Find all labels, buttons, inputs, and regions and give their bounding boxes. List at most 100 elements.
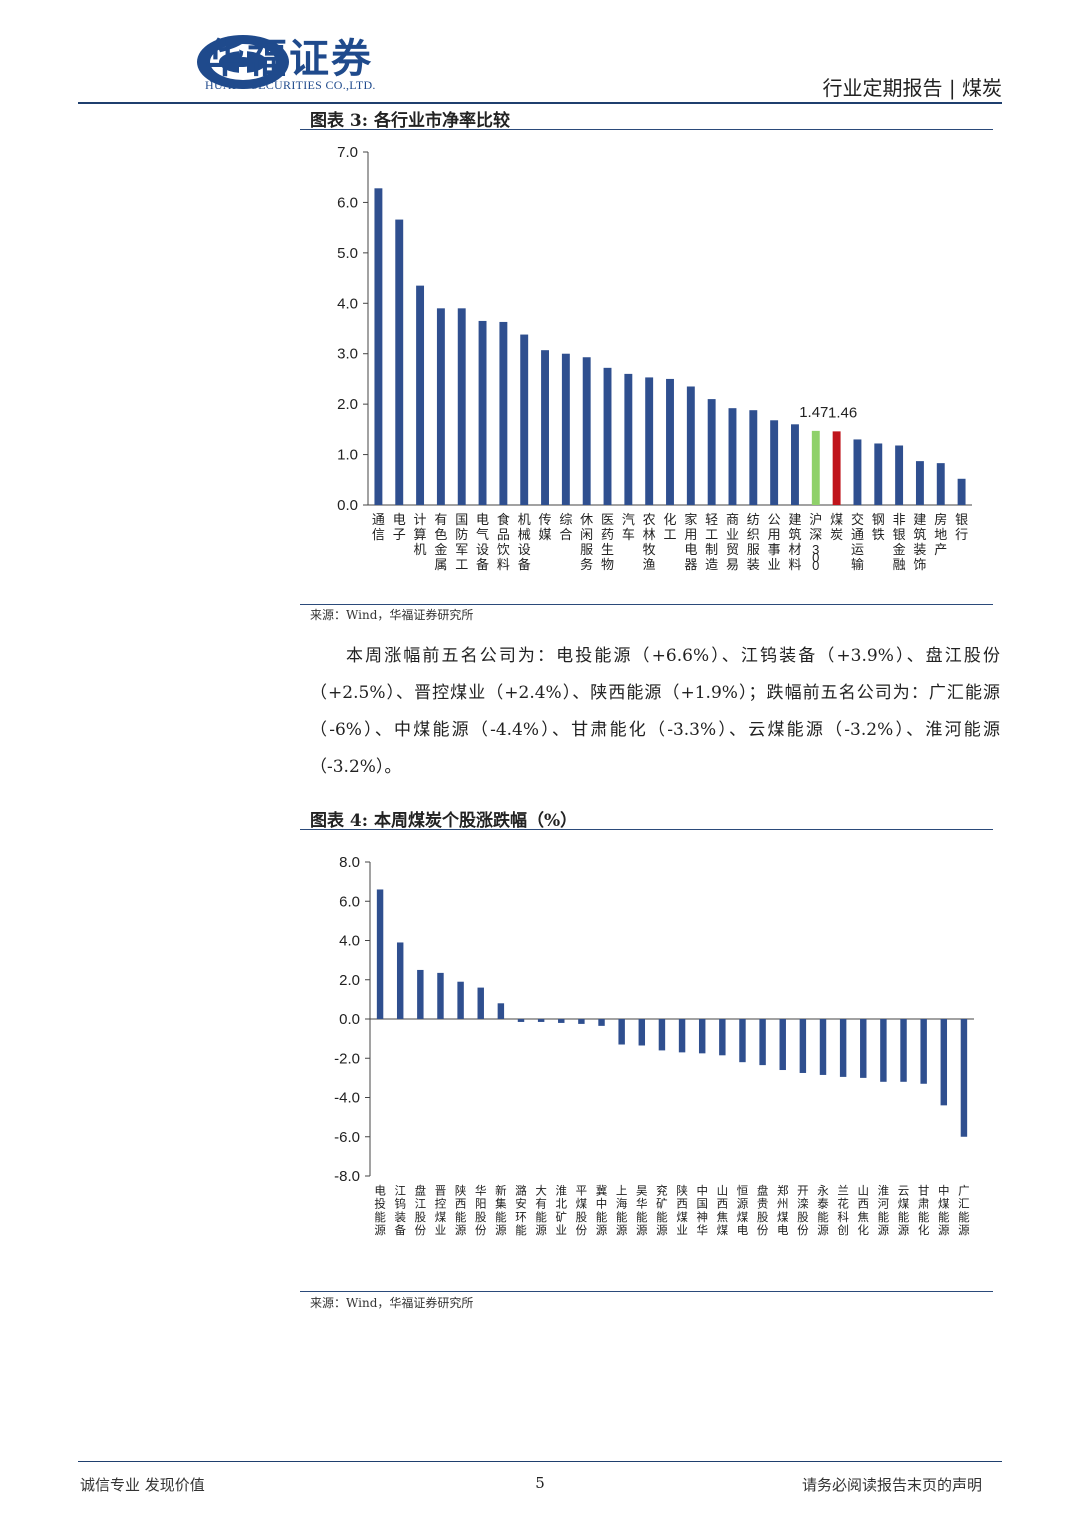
body-paragraph: 本周涨幅前五名公司为：电投能源（+6.6%）、江钨装备（+3.9%）、盘江股份（…: [310, 646, 1000, 777]
bar: [957, 478, 966, 505]
y-tick-label: 2.0: [339, 972, 360, 989]
figure3-top-rule: [300, 129, 993, 130]
stock-change-chart: -8.0-6.0-4.0-2.00.02.04.06.08.0电投能源江钨装备盘…: [334, 854, 974, 1238]
bar: [558, 1019, 565, 1023]
x-category-label: 华阳股份: [475, 1184, 487, 1238]
y-tick-label: -2.0: [334, 1050, 360, 1067]
x-category-label: 云煤能源: [898, 1186, 910, 1238]
page-number: 5: [535, 1474, 545, 1492]
bar: [520, 334, 529, 505]
x-category-label: 化工: [663, 512, 676, 542]
bar: [666, 378, 674, 505]
y-tick-label: 4.0: [339, 933, 360, 950]
x-category-label: 冀中能源: [596, 1184, 608, 1238]
x-category-label: 广汇能源: [958, 1185, 970, 1238]
x-category-label: 兖矿能源: [656, 1184, 668, 1238]
x-category-label: 昊华能源: [636, 1185, 648, 1238]
y-tick-label: 0.0: [337, 497, 358, 514]
x-category-label: 盘贵股份: [757, 1184, 769, 1238]
bar: [618, 1019, 625, 1045]
figure3-bottom-rule: [300, 604, 993, 605]
x-category-label: 沪深 3 0 0: [809, 512, 822, 573]
y-tick-label: 1.0: [337, 447, 358, 464]
bar: [561, 353, 570, 505]
pb-ratio-chart: 0.0 1.0 2.0 3.0 4.0 5.0 6.0 7.0 通信电子计算机有色金属国防军工电…: [337, 144, 972, 573]
x-category-label: 汽车: [622, 512, 635, 542]
x-category-label: 上海能源: [616, 1185, 628, 1238]
bar: [832, 431, 841, 505]
y-tick-label: 4.0: [337, 295, 358, 312]
x-category-label: 家用电器: [684, 512, 697, 572]
bar: [811, 430, 820, 505]
x-category-label: 中煤能源: [938, 1185, 950, 1238]
bar: [598, 1019, 605, 1026]
x-category-label: 传媒: [539, 512, 552, 542]
x-category-label: 电气设备: [476, 512, 489, 572]
x-category-label: 陕西能源: [455, 1184, 467, 1238]
x-category-label: 中国神华: [696, 1185, 708, 1238]
bar: [895, 445, 904, 505]
x-category-label: 电投能源: [374, 1185, 386, 1238]
y-tick-label: -8.0: [334, 1168, 360, 1185]
x-category-label: 商业贸易: [726, 512, 739, 572]
bar: [395, 219, 404, 505]
x-category-label: 建筑装饰: [913, 512, 926, 572]
bar: [779, 1019, 786, 1071]
bar: [417, 969, 424, 1019]
bar: [374, 188, 383, 505]
bar: [940, 1019, 948, 1106]
bar: [839, 1019, 847, 1077]
x-category-label: 医药生物: [601, 512, 614, 572]
x-category-label: 钢铁: [872, 512, 885, 542]
x-category-label: 有色金属: [434, 512, 447, 572]
bar: [537, 1019, 545, 1022]
figure4-source: 来源：Wind，华福证券研究所: [310, 1296, 474, 1310]
x-category-label: 机械设备: [518, 512, 531, 572]
y-tick-label: 2.0: [337, 396, 358, 413]
bar: [960, 1019, 968, 1137]
bar: [698, 1019, 706, 1054]
bar: [678, 1019, 686, 1053]
x-category-label: 公用事业: [768, 512, 781, 572]
x-category-label: 休闲服务: [580, 512, 593, 572]
bar: [478, 320, 487, 505]
x-category-label: 国防军工: [455, 512, 468, 572]
x-category-label: 纺织服装: [747, 512, 760, 572]
bar: [436, 308, 445, 505]
y-tick-label: 6.0: [337, 194, 358, 211]
x-category-label: 陕西煤业: [676, 1184, 688, 1238]
figure4-bottom-rule: [300, 1291, 993, 1292]
bar: [477, 987, 484, 1019]
bar: [457, 308, 466, 505]
figure3-title: 图表 3: 各行业市净率比较: [310, 111, 510, 131]
footer-disclaimer: 请务必阅读报告末页的声明: [801, 1476, 982, 1494]
bar: [874, 443, 883, 505]
brand-name-cn: 华福证券: [205, 36, 373, 82]
x-category-label: 江钨装备: [394, 1185, 406, 1238]
x-category-label: 计算机: [414, 512, 427, 557]
bar: [396, 942, 404, 1019]
bar: [541, 350, 549, 505]
x-category-label: 建筑材料: [788, 512, 801, 572]
bar: [686, 386, 695, 505]
bar: [853, 439, 862, 505]
bar: [860, 1019, 867, 1078]
bar: [578, 1019, 585, 1024]
figure4-top-rule: [300, 829, 993, 830]
bar: [880, 1019, 887, 1082]
bar: [719, 1019, 726, 1056]
x-category-label: 通信: [372, 512, 385, 542]
x-category-label: 农林牧渔: [643, 512, 656, 572]
y-tick-label: 8.0: [339, 854, 360, 871]
bar: [749, 410, 758, 505]
x-category-label: 永泰能源: [817, 1184, 829, 1238]
x-category-label: 淮河能源: [878, 1185, 890, 1238]
x-category-label: 潞安环能: [515, 1184, 527, 1238]
x-category-label: 淮北矿业: [556, 1185, 568, 1238]
bar: [819, 1019, 827, 1075]
huafu-logo: [197, 35, 289, 89]
bar: [457, 981, 464, 1019]
x-category-label: 郑州煤电: [777, 1184, 789, 1238]
x-category-label: 银行: [955, 512, 968, 542]
x-category-label: 电子: [393, 512, 406, 542]
